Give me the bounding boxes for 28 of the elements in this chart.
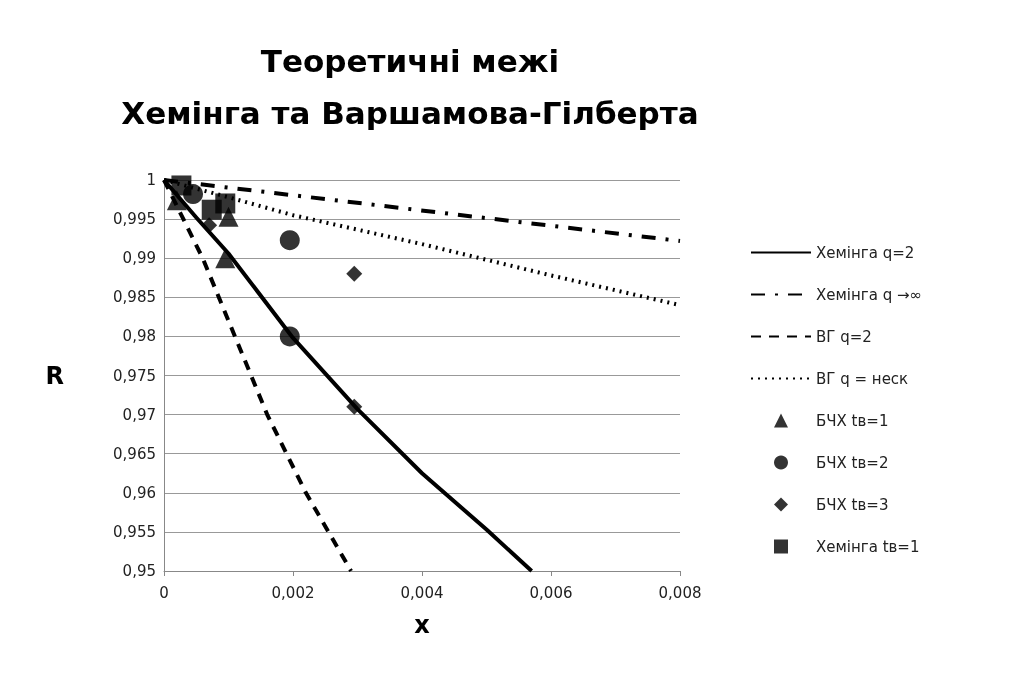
legend-label: ВГ q=2 <box>816 327 872 346</box>
legend-label: Хемінга tв=1 <box>816 537 920 556</box>
y-tick-label: 0,985 <box>113 288 156 307</box>
chart-subtitle: Хемінга та Варшамова-Гілберта <box>121 94 699 131</box>
x-tick-label: 0,002 <box>271 583 315 602</box>
legend-label: Хемінга q=2 <box>816 243 915 262</box>
y-tick-label: 0,975 <box>113 366 156 385</box>
x-axis-title: x <box>414 611 431 639</box>
y-tick-label: 1 <box>146 171 156 189</box>
x-tick-label: 0 <box>159 583 169 602</box>
y-tick-label: 0,95 <box>122 562 156 580</box>
legend-label: БЧХ tв=2 <box>816 453 889 472</box>
y-tick-label: 0,98 <box>122 327 156 346</box>
y-tick-label: 0,995 <box>113 210 156 229</box>
legend-label: Хемінга q →∞ <box>816 285 922 304</box>
chart-title: Теоретичні межі <box>260 42 560 79</box>
legend-label: БЧХ tв=1 <box>816 411 889 430</box>
x-tick-label: 0,008 <box>658 583 702 602</box>
legend-label: ВГ q = неск <box>816 369 909 388</box>
y-tick-label: 0,965 <box>113 444 156 463</box>
y-tick-label: 0,99 <box>122 249 156 268</box>
y-tick-label: 0,97 <box>122 405 156 424</box>
y-tick-label: 0,955 <box>113 522 156 541</box>
x-tick-label: 0,006 <box>529 583 573 602</box>
x-tick-label: 0,004 <box>400 583 444 602</box>
legend-label: БЧХ tв=3 <box>816 495 889 514</box>
y-tick-label: 0,96 <box>122 483 156 502</box>
y-axis-title: R <box>45 361 64 390</box>
